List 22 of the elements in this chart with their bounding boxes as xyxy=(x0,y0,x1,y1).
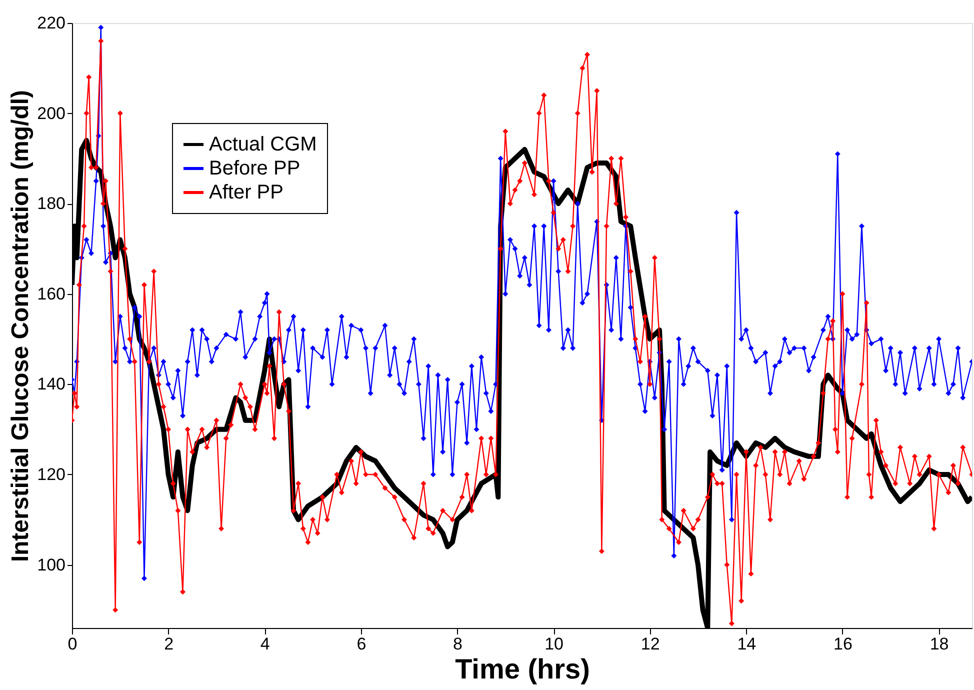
legend-label: Actual CGM xyxy=(209,134,317,156)
x-tick-label: 8 xyxy=(453,634,462,654)
y-tick-label: 120 xyxy=(37,464,66,484)
y-tick-label: 180 xyxy=(37,194,66,214)
x-axis-title: Time (hrs) xyxy=(455,654,590,684)
y-tick-label: 100 xyxy=(37,555,66,574)
x-tick-label: 10 xyxy=(544,634,564,654)
x-tick-label: 12 xyxy=(640,634,660,654)
x-tick-label: 18 xyxy=(930,634,949,654)
legend-label: Before PP xyxy=(209,158,300,180)
y-axis-title: Interstitial Glucose Concentration (mg/dl) xyxy=(7,90,34,562)
y-tick-label: 200 xyxy=(37,104,66,123)
y-tick-label: 220 xyxy=(37,14,66,32)
y-tick-label: 140 xyxy=(37,374,66,394)
x-tick-label: 6 xyxy=(356,634,366,654)
x-tick-label: 0 xyxy=(68,634,78,654)
y-tick-label: 160 xyxy=(37,284,66,304)
x-tick-label: 16 xyxy=(834,634,852,654)
x-tick-label: 2 xyxy=(164,634,174,654)
x-tick-label: 4 xyxy=(260,634,270,654)
x-tick-label: 14 xyxy=(737,634,756,654)
legend-label: After PP xyxy=(209,182,284,204)
